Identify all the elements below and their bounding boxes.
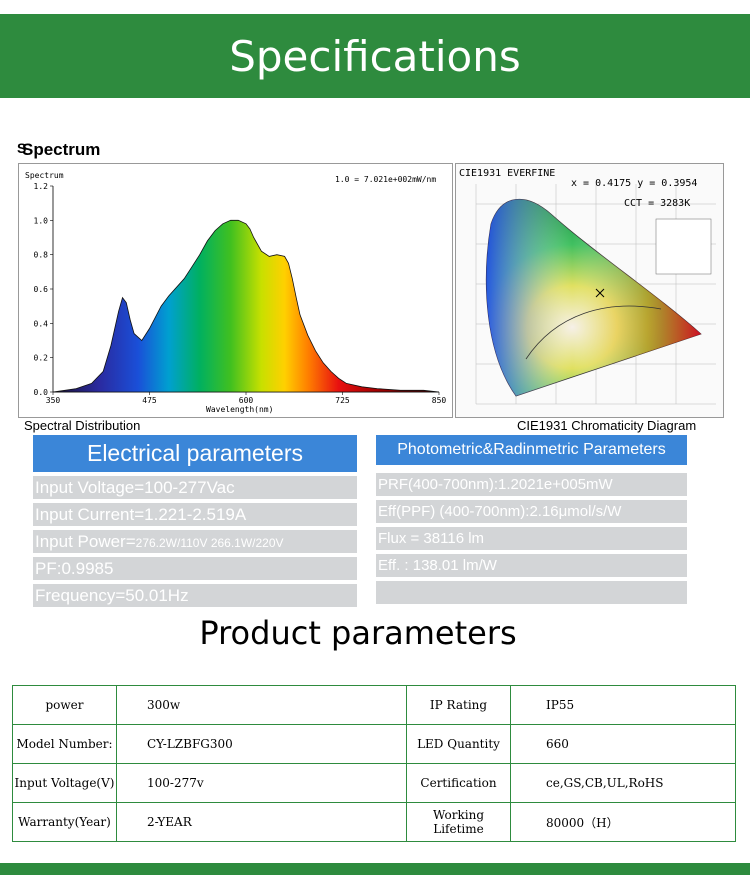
- spectrum-heading: Spectrum: [22, 140, 101, 159]
- spectrum-chart: Spectrum 1.0 = 7.021e+002mW/nm Wavelengt…: [18, 163, 453, 418]
- product-value-cell: 80000（H）: [510, 802, 736, 842]
- spectrum-marker: S: [17, 140, 27, 156]
- y-tick-label: 0.2: [34, 354, 49, 363]
- banner-title: Specifications: [229, 31, 521, 81]
- prf-value: PRF(400-700nm):1.2021e+005mW: [376, 473, 687, 496]
- product-value-cell: IP55: [510, 685, 736, 725]
- table-row: Warranty(Year) 2-YEAR Working Lifetime 8000…: [12, 802, 736, 842]
- chromaticity-point-b: [595, 288, 605, 298]
- product-label-cell: Warranty(Year): [12, 802, 117, 842]
- product-label-cell: Certification: [406, 763, 511, 803]
- luminous-efficacy: Eff. : 138.01 lm/W: [376, 554, 687, 577]
- y-tick-label: 1.2: [34, 182, 49, 191]
- luminous-flux: Flux = 38116 lm: [376, 527, 687, 550]
- product-label-cell: power: [12, 685, 117, 725]
- photometric-title: Photometric&Radinmetric Parameters: [376, 435, 687, 465]
- cie-legend-box: [655, 218, 712, 275]
- x-tick-label: 725: [335, 396, 350, 405]
- product-label-cell: Input Voltage(V): [12, 763, 117, 803]
- product-label-cell: IP Rating: [406, 685, 511, 725]
- input-power: Input Power=276.2W/110V 266.1W/220V: [33, 530, 357, 553]
- y-tick-label: 0.4: [34, 319, 49, 328]
- ppf-efficiency: Eff(PPF) (400-700nm):2.16μmol/s/W: [376, 500, 687, 523]
- product-label-cell: LED Quantity: [406, 724, 511, 764]
- spectrum-svg: Spectrum 1.0 = 7.021e+002mW/nm Wavelengt…: [25, 171, 447, 414]
- product-value-cell: 300w: [116, 685, 407, 725]
- empty-row: [376, 581, 687, 604]
- product-value-cell: CY-LZBFG300: [116, 724, 407, 764]
- cie-caption: CIE1931 Chromaticity Diagram: [517, 418, 697, 433]
- y-tick-label: 0.8: [34, 251, 49, 260]
- input-current: Input Current=1.221-2.519A: [33, 503, 357, 526]
- cie-header: CIE1931 EVERFINE: [459, 168, 555, 179]
- x-tick-label: 850: [432, 396, 447, 405]
- product-label-cell: Model Number:: [12, 724, 117, 764]
- product-table: power 300w IP Rating IP55 Model Number: CY-LZ…: [12, 685, 736, 842]
- electrical-title: Electrical parameters: [33, 435, 357, 472]
- frequency: Frequency=50.01Hz: [33, 584, 357, 607]
- cie-gamut-hue: [486, 199, 701, 396]
- table-row: Model Number: CY-LZBFG300 LED Quantity 660: [12, 724, 736, 764]
- input-voltage: Input Voltage=100-277Vac: [33, 476, 357, 499]
- table-row: Input Voltage(V) 100-277v Certification ce,…: [12, 763, 736, 803]
- header-banner: Specifications: [0, 14, 750, 98]
- x-axis-label: Wavelength(nm): [206, 405, 273, 414]
- cie-diagram: CIE1931 EVERFINE x = 0.4175 y = 0.3954 C…: [455, 163, 724, 418]
- product-label-cell: Working Lifetime: [406, 802, 511, 842]
- input-power-label: Input Power=: [35, 532, 136, 551]
- cie-cct: CCT = 3283K: [624, 198, 690, 209]
- footer-bar: [0, 863, 750, 875]
- planckian-locus: [525, 305, 662, 360]
- y-tick-label: 0.0: [34, 388, 49, 397]
- y-tick-label: 0.6: [34, 285, 49, 294]
- x-tick-label: 350: [46, 396, 61, 405]
- spectrum-area: [52, 219, 440, 393]
- power-factor: PF:0.9985: [33, 557, 357, 580]
- photometric-parameters: Photometric&Radinmetric Parameters PRF(4…: [376, 435, 687, 604]
- x-tick-label: 600: [239, 396, 254, 405]
- x-tick-label: 475: [142, 396, 157, 405]
- product-value-cell: 660: [510, 724, 736, 764]
- chart-label: Spectrum: [25, 171, 64, 180]
- product-value-cell: ce,GS,CB,UL,RoHS: [510, 763, 736, 803]
- cie-svg: CIE1931 EVERFINE x = 0.4175 y = 0.3954 C…: [456, 164, 723, 405]
- cie-xy: x = 0.4175 y = 0.3954: [571, 178, 697, 189]
- electrical-parameters: Electrical parameters Input Voltage=100-…: [33, 435, 357, 607]
- table-row: power 300w IP Rating IP55: [12, 685, 736, 725]
- scale-note: 1.0 = 7.021e+002mW/nm: [335, 175, 436, 184]
- input-power-value: 276.2W/110V 266.1W/220V: [135, 536, 284, 550]
- spectral-caption: Spectral Distribution: [24, 418, 141, 433]
- product-title: Product parameters: [199, 614, 517, 652]
- product-value-cell: 100-277v: [116, 763, 407, 803]
- product-value-cell: 2-YEAR: [116, 802, 407, 842]
- y-tick-label: 1.0: [34, 216, 49, 225]
